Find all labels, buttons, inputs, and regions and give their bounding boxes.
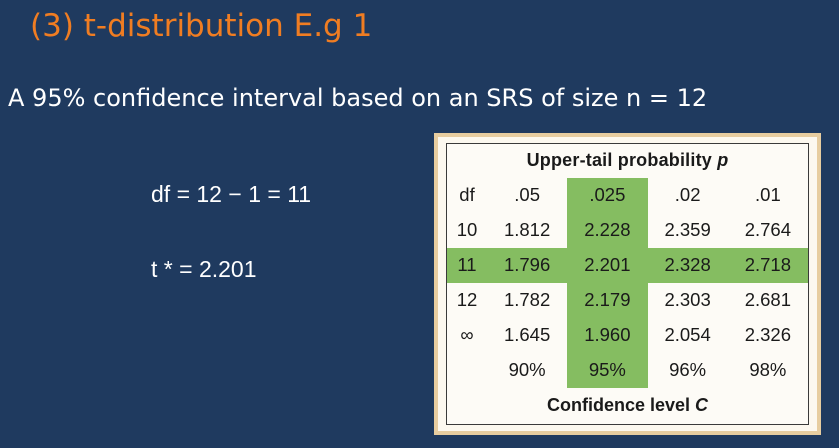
row-df: ∞ [460,324,474,346]
table-row: 12 1.782 2.179 2.303 2.681 [447,282,808,318]
confidence-level-caption: Confidence level C [447,388,808,424]
table-cell: 2.326 [744,324,792,346]
row-df: 12 [456,289,478,311]
t-distribution-table: Upper-tail probability p df .05 .025 .02… [447,144,808,424]
table-cell: 2.179 [567,282,648,318]
table-cell: 2.764 [744,219,792,241]
confidence-row: 90% 95% 96% 98% [447,352,808,388]
table-cell: 1.812 [503,219,551,241]
upper-tail-caption-var: p [717,150,729,171]
t-table-border: Upper-tail probability p df .05 .025 .02… [446,143,809,425]
confidence-cell: 96% [669,359,707,381]
confidence-level-caption-text: Confidence level [546,395,696,416]
table-caption-top-row: Upper-tail probability p [447,144,808,178]
slide-subtitle: A 95% confidence interval based on an SR… [8,84,708,112]
table-cell: 1.645 [503,324,551,346]
table-cell: 1.960 [567,317,648,353]
header-df: df [459,184,475,206]
upper-tail-caption-text: Upper-tail probability [526,150,718,171]
table-cell: 2.201 [567,247,648,283]
df-calculation: df = 12 − 1 = 11 [151,181,312,207]
table-cell: 2.681 [744,289,792,311]
header-p-01: .01 [755,184,781,206]
table-cell: 1.796 [487,247,568,283]
row-df: 11 [447,247,487,283]
upper-tail-caption: Upper-tail probability p [447,144,808,178]
confidence-cell: 90% [508,359,546,381]
confidence-cell: 98% [749,359,787,381]
t-star-value: t * = 2.201 [151,256,257,282]
confidence-spacer [447,353,487,388]
table-row-highlighted: 11 1.796 2.201 2.328 2.718 [447,247,808,283]
t-table-image: Upper-tail probability p df .05 .025 .02… [434,133,821,435]
table-cell: 2.328 [647,247,728,283]
confidence-cell: 95% [567,352,648,388]
table-cell: 2.359 [664,219,711,241]
header-p-05: .05 [514,184,540,206]
slide-title: (3) t-distribution E.g 1 [30,8,373,44]
table-row: ∞ 1.645 1.960 2.054 2.326 [447,317,808,353]
table-row: 10 1.812 2.228 2.359 2.764 [447,212,808,248]
table-cell: 2.718 [727,247,808,283]
table-cell: 1.782 [503,289,551,311]
row-df: 10 [456,219,478,241]
table-cell: 2.054 [664,324,711,346]
table-header-row: df .05 .025 .02 .01 [447,177,808,213]
header-p-025: .025 [567,177,648,213]
table-cell: 2.303 [664,289,711,311]
header-p-02: .02 [674,184,701,206]
table-caption-bottom-row: Confidence level C [447,388,808,424]
confidence-level-caption-var: C [695,395,709,416]
table-cell: 2.228 [567,212,648,248]
